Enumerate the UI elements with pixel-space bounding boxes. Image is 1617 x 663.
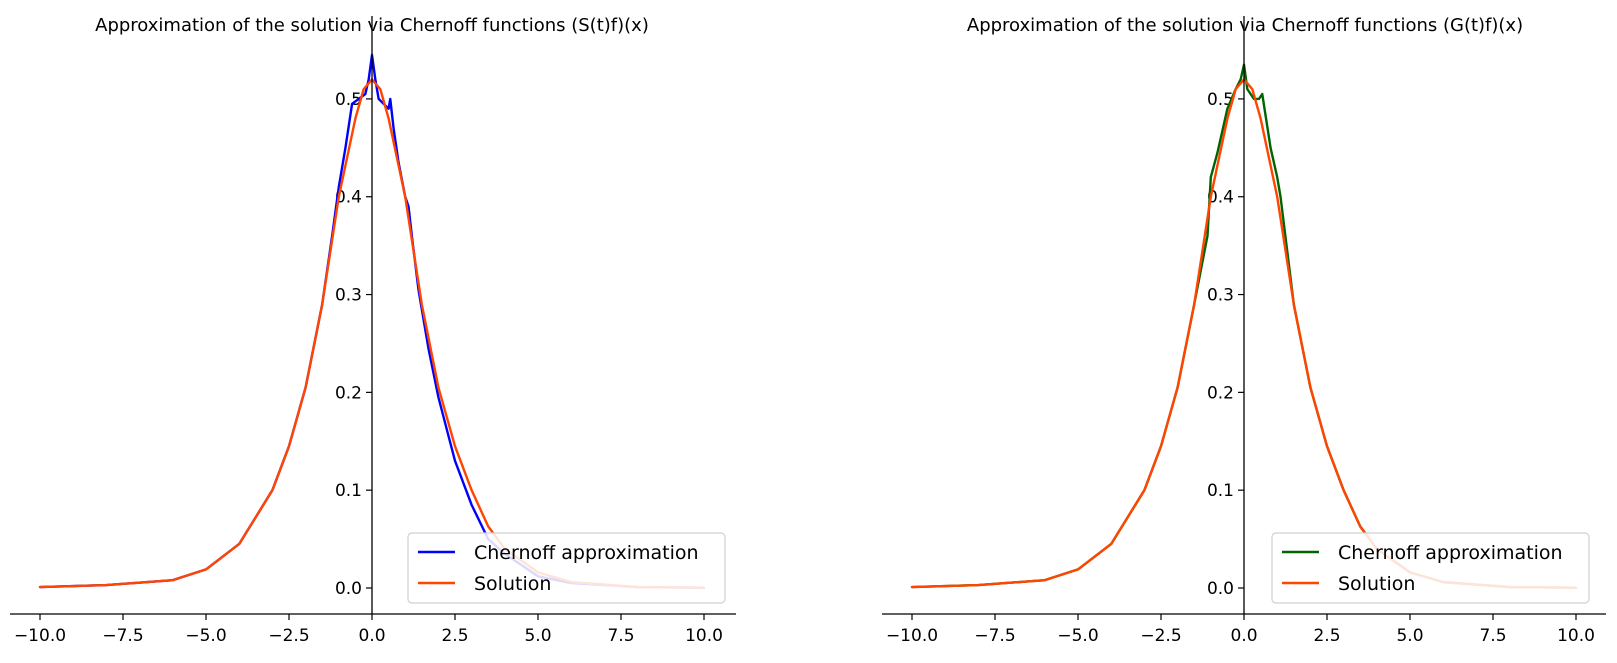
y-tick-label: 0.1 (1207, 481, 1234, 501)
legend-label: Solution (474, 573, 551, 595)
y-tick-label: 0.3 (335, 286, 362, 306)
y-tick-label: 0.0 (1207, 579, 1234, 599)
legend-label: Solution (1338, 573, 1415, 595)
x-tick-label: 0.0 (1230, 626, 1257, 646)
x-tick-label: −7.5 (974, 626, 1015, 646)
x-tick-label: −10.0 (14, 626, 66, 646)
axis-ticks: −10.0 −7.5 −5.0 −2.5 0.0 2.5 5.0 7.5 10.0 0.0 0.1 0… (886, 90, 1595, 646)
y-tick-label: 0.5 (1207, 90, 1234, 110)
legend-box (1271, 532, 1590, 604)
x-tick-label: 7.5 (607, 626, 634, 646)
legend-box (407, 532, 726, 604)
y-tick-label: 0.2 (1207, 383, 1234, 403)
y-tick-label: 0.5 (335, 90, 362, 110)
y-tick-label: 0.1 (335, 481, 362, 501)
axes (882, 16, 1606, 615)
axis-ticks: −10.0 −7.5 −5.0 −2.5 0.0 2.5 5.0 7.5 10.0 0.0 0.1 0… (14, 90, 723, 646)
x-tick-label: −2.5 (268, 626, 309, 646)
x-tick-label: −10.0 (886, 626, 938, 646)
y-tick-label: 0.0 (335, 579, 362, 599)
y-tick-label: 0.4 (1207, 188, 1234, 208)
x-tick-label: −7.5 (102, 626, 143, 646)
legend: Chernoff approximation Solution (407, 532, 726, 604)
x-tick-label: 2.5 (1313, 626, 1340, 646)
y-tick-label: 0.4 (335, 188, 362, 208)
x-tick-label: 2.5 (441, 626, 468, 646)
x-tick-label: 7.5 (1479, 626, 1506, 646)
chart-left: Approximation of the solution via Cherno… (10, 15, 736, 646)
y-tick-label: 0.3 (1207, 286, 1234, 306)
x-tick-label: 10.0 (685, 626, 723, 646)
legend-label: Chernoff approximation (474, 542, 699, 564)
x-tick-label: 5.0 (524, 626, 551, 646)
x-tick-label: −5.0 (185, 626, 226, 646)
legend-label: Chernoff approximation (1338, 542, 1563, 564)
chart-right: Approximation of the solution via Cherno… (882, 15, 1606, 646)
y-tick-label: 0.2 (335, 383, 362, 403)
x-tick-label: −2.5 (1140, 626, 1181, 646)
chart-title: Approximation of the solution via Cherno… (967, 15, 1523, 36)
x-tick-label: 5.0 (1396, 626, 1423, 646)
legend: Chernoff approximation Solution (1271, 532, 1590, 604)
axes (10, 16, 736, 615)
x-tick-label: −5.0 (1057, 626, 1098, 646)
x-tick-label: 10.0 (1557, 626, 1595, 646)
x-tick-label: 0.0 (358, 626, 385, 646)
